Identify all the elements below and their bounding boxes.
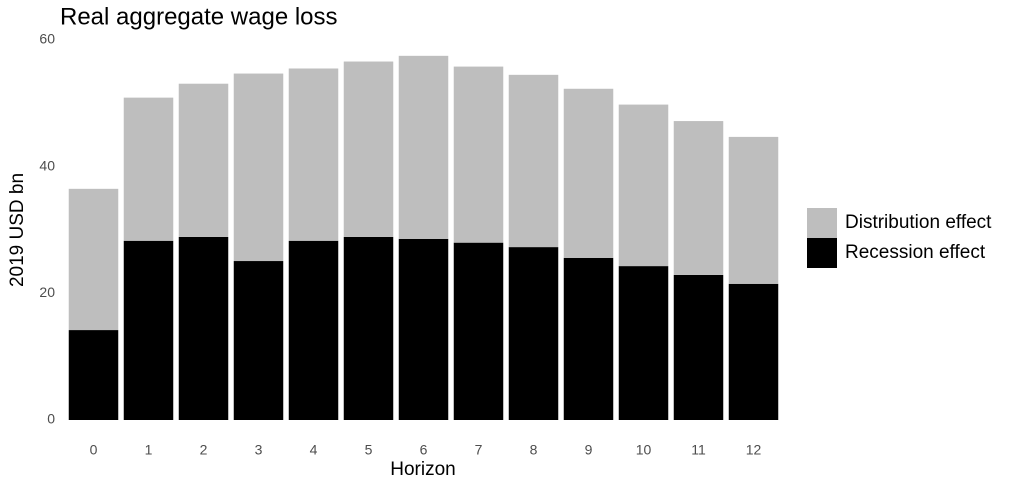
bar-segment [508, 247, 559, 420]
x-tick-label: 3 [255, 442, 263, 458]
bar-segment [508, 74, 559, 248]
bar-segment [618, 104, 669, 267]
bar-segment [728, 136, 779, 284]
x-tick-label: 9 [585, 442, 593, 458]
x-tick-label: 8 [530, 442, 538, 458]
bar-segment [673, 274, 724, 420]
bar-segment [178, 83, 229, 237]
bar-segment [288, 68, 339, 241]
bar-segment [178, 236, 229, 420]
y-tick-label: 60 [39, 31, 55, 47]
bar-segment [453, 242, 504, 420]
bar-segment [288, 240, 339, 420]
bar-segment [453, 66, 504, 243]
bar-segment [123, 97, 174, 241]
x-axis-label: Horizon [390, 459, 455, 480]
x-tick-label: 1 [145, 442, 153, 458]
bar-segment [343, 236, 394, 420]
legend-swatch [807, 208, 837, 238]
x-tick-label: 4 [310, 442, 318, 458]
x-tick-label: 6 [420, 442, 428, 458]
bar-segment [233, 261, 284, 420]
bar-segment [233, 73, 284, 262]
legend-label: Distribution effect [845, 212, 992, 233]
bar-segment [343, 61, 394, 237]
x-tick-label: 10 [636, 442, 652, 458]
y-tick-label: 0 [47, 411, 55, 427]
bar-segment [563, 88, 614, 258]
legend-swatch [807, 238, 837, 268]
y-axis-label: 2019 USD bn [7, 173, 28, 287]
y-tick-label: 20 [39, 284, 55, 300]
bar-segment [563, 257, 614, 420]
bar-segment [618, 266, 669, 420]
bar-segment [68, 188, 119, 331]
chart-title: Real aggregate wage loss [60, 3, 338, 30]
bar-segment [123, 240, 174, 420]
bar-segment [398, 238, 449, 420]
y-tick-label: 40 [39, 157, 55, 173]
bar-segment [728, 283, 779, 420]
legend-label: Recession effect [845, 242, 986, 263]
x-tick-label: 12 [746, 442, 762, 458]
x-tick-label: 2 [200, 442, 208, 458]
bar-segment [68, 330, 119, 420]
x-tick-label: 7 [475, 442, 483, 458]
x-tick-label: 11 [691, 442, 706, 458]
bar-segment [673, 121, 724, 275]
x-tick-label: 5 [365, 442, 373, 458]
x-tick-label: 0 [90, 442, 98, 458]
bar-segment [398, 55, 449, 239]
